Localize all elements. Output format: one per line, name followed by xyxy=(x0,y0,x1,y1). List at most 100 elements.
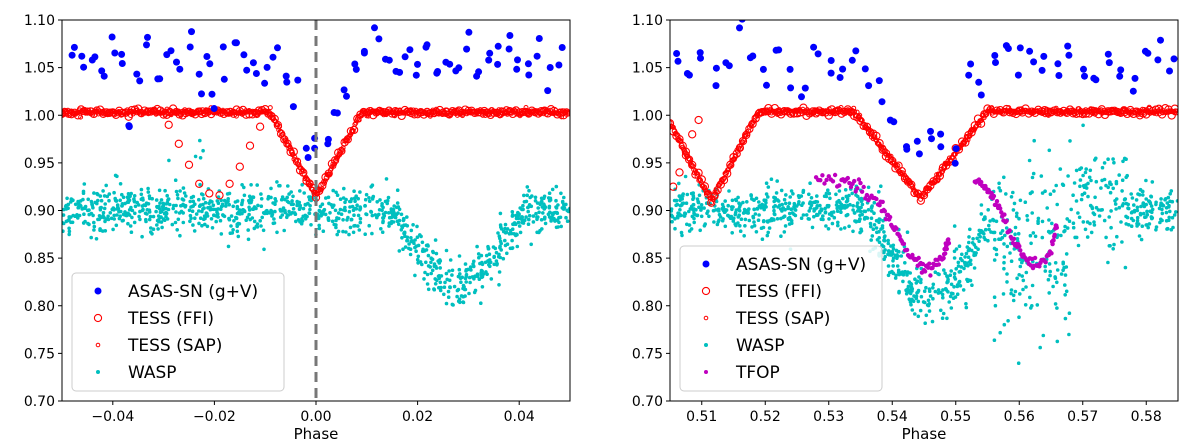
wasp-point xyxy=(103,202,107,206)
asas-sn-point xyxy=(463,45,471,53)
wasp-point xyxy=(922,289,927,294)
wasp-point xyxy=(120,192,124,197)
wasp-point xyxy=(1031,171,1036,176)
wasp-point xyxy=(1047,218,1051,222)
wasp-point xyxy=(1122,156,1127,161)
wasp-point xyxy=(752,220,756,224)
x-tick-label: 0.52 xyxy=(750,409,781,425)
wasp-point xyxy=(98,228,102,233)
wasp-point xyxy=(488,264,492,269)
wasp-point xyxy=(859,205,863,210)
wasp-point xyxy=(1171,225,1175,230)
tfop-point xyxy=(826,174,831,179)
wasp-point xyxy=(680,201,685,206)
wasp-point xyxy=(330,205,335,209)
asas-sn-point xyxy=(1030,58,1038,66)
wasp-point xyxy=(503,243,508,248)
wasp-point xyxy=(192,229,197,233)
wasp-point xyxy=(1145,209,1149,214)
tess-ffi-point xyxy=(675,168,684,177)
wasp-point xyxy=(1102,177,1107,182)
wasp-point xyxy=(690,214,695,219)
wasp-point xyxy=(205,214,210,218)
asas-sn-point xyxy=(903,145,911,153)
wasp-point xyxy=(972,266,977,270)
wasp-point xyxy=(1079,197,1084,202)
asas-sn-point xyxy=(294,76,302,84)
wasp-point xyxy=(564,215,568,220)
wasp-point xyxy=(356,224,360,228)
wasp-point xyxy=(402,231,406,236)
wasp-point xyxy=(205,224,210,229)
tess-ffi-point xyxy=(1072,109,1081,118)
wasp-point xyxy=(1150,207,1155,212)
wasp-point xyxy=(416,243,421,248)
wasp-point xyxy=(859,196,864,201)
wasp-point xyxy=(405,224,410,228)
wasp-point xyxy=(779,188,784,193)
wasp-point xyxy=(968,258,973,263)
asas-sn-point xyxy=(371,24,378,32)
wasp-point xyxy=(308,203,312,208)
wasp-point xyxy=(345,218,349,222)
asas-sn-point xyxy=(206,60,214,68)
wasp-point xyxy=(219,232,224,236)
wasp-point xyxy=(957,279,962,284)
wasp-point xyxy=(363,203,367,208)
wasp-point xyxy=(933,270,938,275)
wasp-point xyxy=(363,232,368,236)
wasp-point xyxy=(800,203,804,207)
wasp-point xyxy=(674,198,678,203)
wasp-point xyxy=(373,213,378,217)
wasp-point xyxy=(747,207,751,211)
wasp-point xyxy=(501,229,506,234)
wasp-point xyxy=(79,204,83,208)
asas-sn-point xyxy=(195,70,203,78)
wasp-point xyxy=(149,226,153,230)
wasp-point xyxy=(69,220,73,225)
wasp-point xyxy=(1113,202,1118,206)
wasp-point xyxy=(498,255,503,260)
asas-sn-point xyxy=(261,79,269,87)
wasp-point xyxy=(908,291,913,296)
asas-sn-point xyxy=(269,53,277,61)
wasp-point xyxy=(755,206,760,211)
wasp-point xyxy=(201,207,205,211)
wasp-point xyxy=(772,195,776,200)
asas-sn-point xyxy=(712,82,720,90)
asas-sn-point xyxy=(434,68,442,75)
wasp-point xyxy=(255,222,260,226)
wasp-point xyxy=(191,199,196,204)
wasp-point xyxy=(367,223,372,228)
wasp-point xyxy=(450,302,455,307)
wasp-point xyxy=(377,208,382,212)
wasp-point xyxy=(529,242,533,247)
wasp-point xyxy=(112,190,116,195)
wasp-point xyxy=(727,189,731,193)
wasp-point xyxy=(677,211,681,216)
wasp-point xyxy=(877,220,881,225)
wasp-point xyxy=(541,211,545,215)
wasp-point xyxy=(446,289,451,294)
wasp-point xyxy=(355,203,359,207)
wasp-point xyxy=(386,211,391,215)
asas-sn-point xyxy=(1004,45,1012,52)
wasp-point xyxy=(242,185,246,190)
wasp-point xyxy=(818,203,822,208)
wasp-point xyxy=(792,212,796,216)
legend-marker xyxy=(702,260,710,268)
wasp-point xyxy=(1071,225,1076,230)
wasp-point xyxy=(684,201,689,205)
wasp-point xyxy=(144,217,148,222)
wasp-point xyxy=(405,235,410,240)
asas-sn-point xyxy=(1080,65,1087,73)
wasp-point xyxy=(730,198,735,203)
wasp-point xyxy=(275,230,279,235)
tfop-point xyxy=(824,177,829,183)
wasp-point xyxy=(358,190,362,194)
wasp-point xyxy=(991,217,995,222)
wasp-point xyxy=(754,230,759,234)
wasp-point xyxy=(146,202,151,206)
wasp-point xyxy=(1009,291,1013,296)
wasp-point xyxy=(907,297,912,302)
